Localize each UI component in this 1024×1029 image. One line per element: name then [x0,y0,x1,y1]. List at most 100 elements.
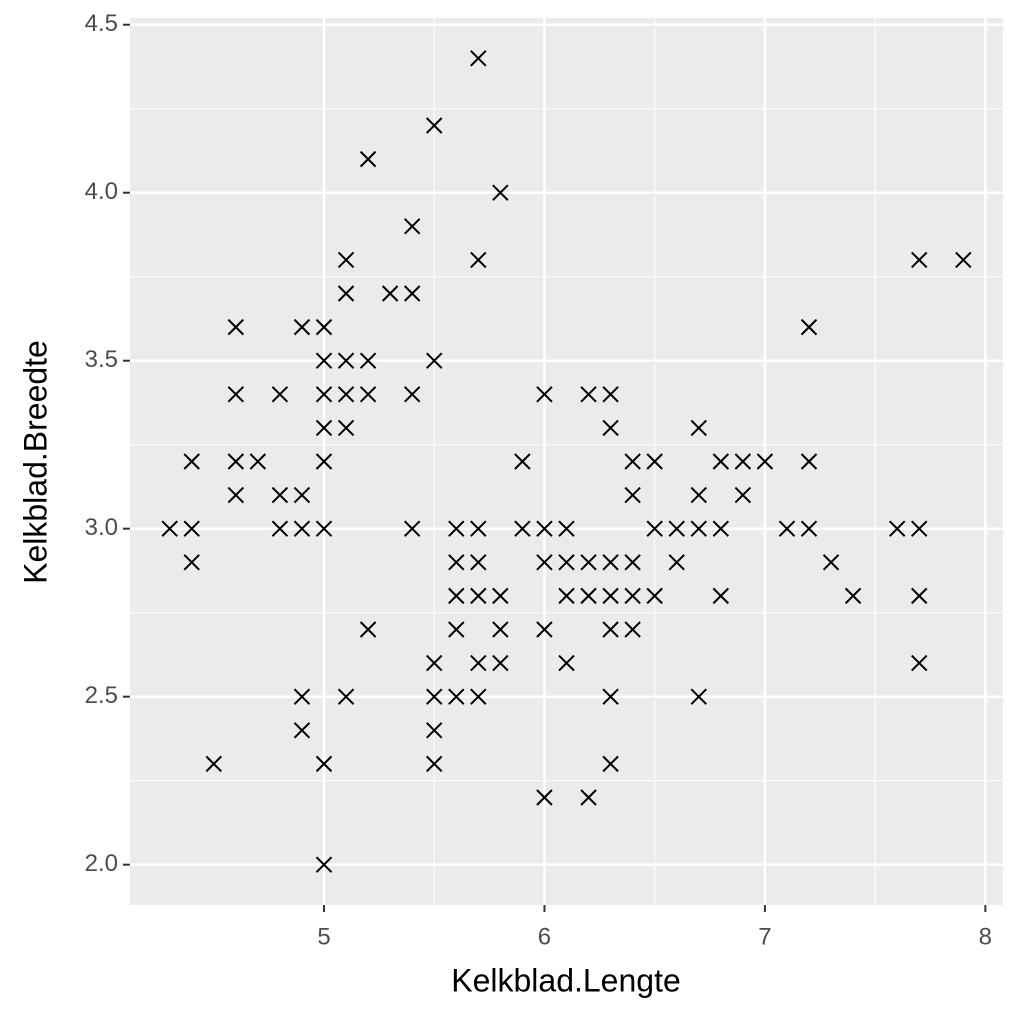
point [580,587,597,605]
point [536,621,553,638]
point [580,789,597,806]
point [911,654,928,672]
point [558,554,575,571]
point [624,587,641,605]
point [756,453,774,470]
point [315,520,333,537]
point [227,453,245,470]
point [580,554,597,571]
point [470,587,487,605]
point [536,520,553,537]
point [205,755,222,773]
point [426,755,443,773]
point [536,789,553,806]
point [646,520,663,537]
point [470,688,487,705]
point [359,621,377,638]
point [602,587,619,605]
x-tick-label: 6 [538,923,551,950]
point [448,520,465,537]
point [602,755,619,773]
point [911,520,928,537]
point [470,251,487,269]
point [293,520,311,537]
point [183,554,200,571]
point [403,386,421,403]
y-tick-label: 3.0 [85,514,118,541]
point [271,520,289,537]
point [536,386,553,403]
point [249,453,267,470]
point [690,486,707,504]
point [470,554,487,571]
point [315,386,333,403]
point [426,117,443,134]
point [668,520,685,537]
point [381,285,399,302]
point [690,688,707,705]
point [315,755,333,773]
point [426,352,443,369]
point [359,150,377,168]
axes: 5 6 7 8 2.0 2.5 3.0 3.5 4.0 4.5 [85,10,992,950]
grid [130,18,1003,905]
x-tick-label: 7 [758,923,771,950]
point [470,50,487,67]
point [955,251,972,269]
point [624,554,641,571]
point [492,587,509,605]
point [403,520,421,537]
point [271,386,289,403]
y-tick-label: 2.5 [85,682,118,709]
point [800,520,818,537]
point [337,352,355,369]
point [448,688,465,705]
x-tick-label: 5 [317,923,330,950]
point [337,251,355,269]
point [888,520,906,537]
y-tick-label: 4.0 [85,178,118,205]
point [448,621,465,638]
point [293,318,311,336]
point [514,520,531,537]
point [227,318,245,336]
point [712,453,730,470]
point [161,520,178,537]
point [536,554,553,571]
point [778,520,796,537]
point [580,386,597,403]
point [337,386,355,403]
point [492,184,509,201]
point [337,688,355,705]
point [403,218,421,235]
point [911,251,928,269]
point [271,486,289,504]
point [337,285,355,302]
point [315,453,333,470]
point [426,722,443,739]
point [227,386,245,403]
point [602,419,619,437]
point [624,486,641,504]
point [448,587,465,605]
point [315,419,333,437]
point [844,587,862,605]
y-axis-title: Kelkblad.Breedte [17,340,53,584]
point [359,386,377,403]
point [602,688,619,705]
point [470,520,487,537]
y-tick-label: 2.0 [85,850,118,877]
point [293,722,311,739]
point [227,486,245,504]
point [800,453,818,470]
point [470,654,487,672]
point [822,554,840,571]
point [624,621,641,638]
point [183,453,200,470]
point [293,688,311,705]
point [911,587,928,605]
point [315,352,333,369]
point [734,453,752,470]
point [712,587,730,605]
